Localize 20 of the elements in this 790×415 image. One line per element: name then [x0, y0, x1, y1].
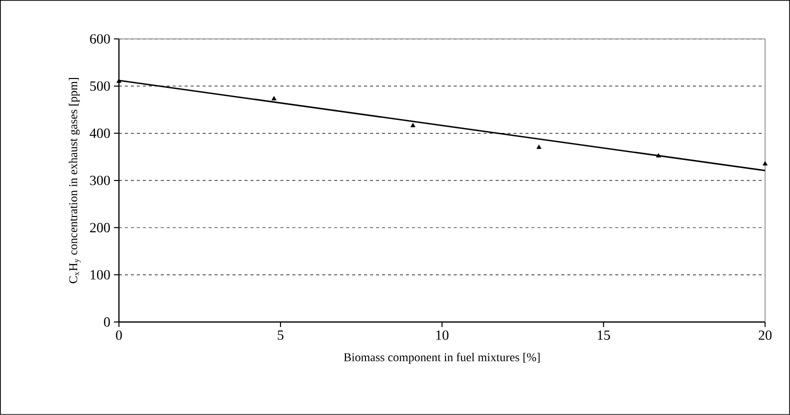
y-tick-label: 200 — [90, 222, 110, 232]
y-tick-label: 600 — [90, 34, 110, 44]
point — [656, 153, 661, 158]
x-tick-label: 20 — [758, 330, 772, 340]
point — [272, 96, 276, 100]
x-tick-label: 0 — [116, 330, 122, 340]
y-tick-label: 0 — [104, 317, 110, 327]
y-tick-label: 500 — [90, 81, 110, 91]
x-tick-label: 5 — [278, 330, 284, 340]
x-tick-label: 15 — [598, 330, 610, 340]
y-tick-label: 100 — [90, 270, 110, 280]
y-axis-title: C$_{x}$H$_{y}$ concentration in exhaust gases [ppm] — [68, 78, 81, 284]
point — [762, 161, 768, 166]
x-axis-title: Biomass component in fuel mixtures [%] — [344, 352, 540, 364]
y-tick-label: 300 — [90, 176, 110, 186]
x-tick-label: 10 — [436, 330, 448, 340]
point — [536, 144, 542, 149]
point — [116, 78, 122, 83]
y-tick-label: 400 — [90, 128, 110, 138]
point — [410, 122, 416, 128]
